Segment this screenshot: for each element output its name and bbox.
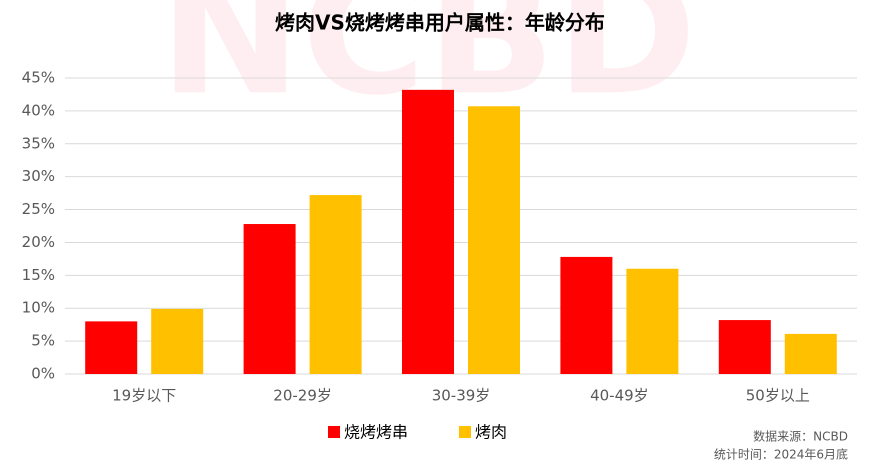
y-tick-label: 30% (22, 167, 55, 185)
legend-label: 烤肉 (475, 423, 507, 442)
chart-title: 烤肉VS烧烤烤串用户属性：年龄分布 (275, 11, 605, 35)
bar (309, 195, 362, 374)
bar (784, 333, 837, 374)
y-tick-label: 45% (22, 69, 55, 87)
y-tick-label: 20% (22, 233, 55, 251)
y-tick-label: 25% (22, 200, 55, 218)
source-note: 统计时间：2024年6月底 (714, 447, 848, 462)
x-tick-label: 30-39岁 (432, 387, 491, 405)
legend-swatch (459, 426, 471, 438)
source-note: 数据来源：NCBD (753, 429, 848, 444)
x-tick-label: 20-29岁 (273, 387, 332, 405)
x-tick-label: 19岁以下 (112, 387, 176, 405)
bar (151, 308, 204, 374)
bar (85, 321, 138, 374)
bar (243, 224, 296, 374)
x-tick-label: 40-49岁 (590, 387, 649, 405)
y-tick-label: 0% (31, 365, 55, 383)
y-tick-label: 15% (22, 266, 55, 284)
bar (718, 320, 771, 374)
bar (402, 89, 454, 374)
bar (560, 256, 613, 374)
y-tick-label: 35% (22, 134, 55, 152)
legend-label: 烧烤烤串 (344, 423, 408, 442)
bar (468, 106, 520, 374)
legend-swatch (328, 426, 340, 438)
y-tick-label: 40% (22, 101, 55, 119)
y-tick-label: 5% (31, 332, 55, 350)
bar (626, 268, 679, 374)
y-tick-label: 10% (22, 299, 55, 317)
x-tick-label: 50岁以上 (746, 387, 810, 405)
